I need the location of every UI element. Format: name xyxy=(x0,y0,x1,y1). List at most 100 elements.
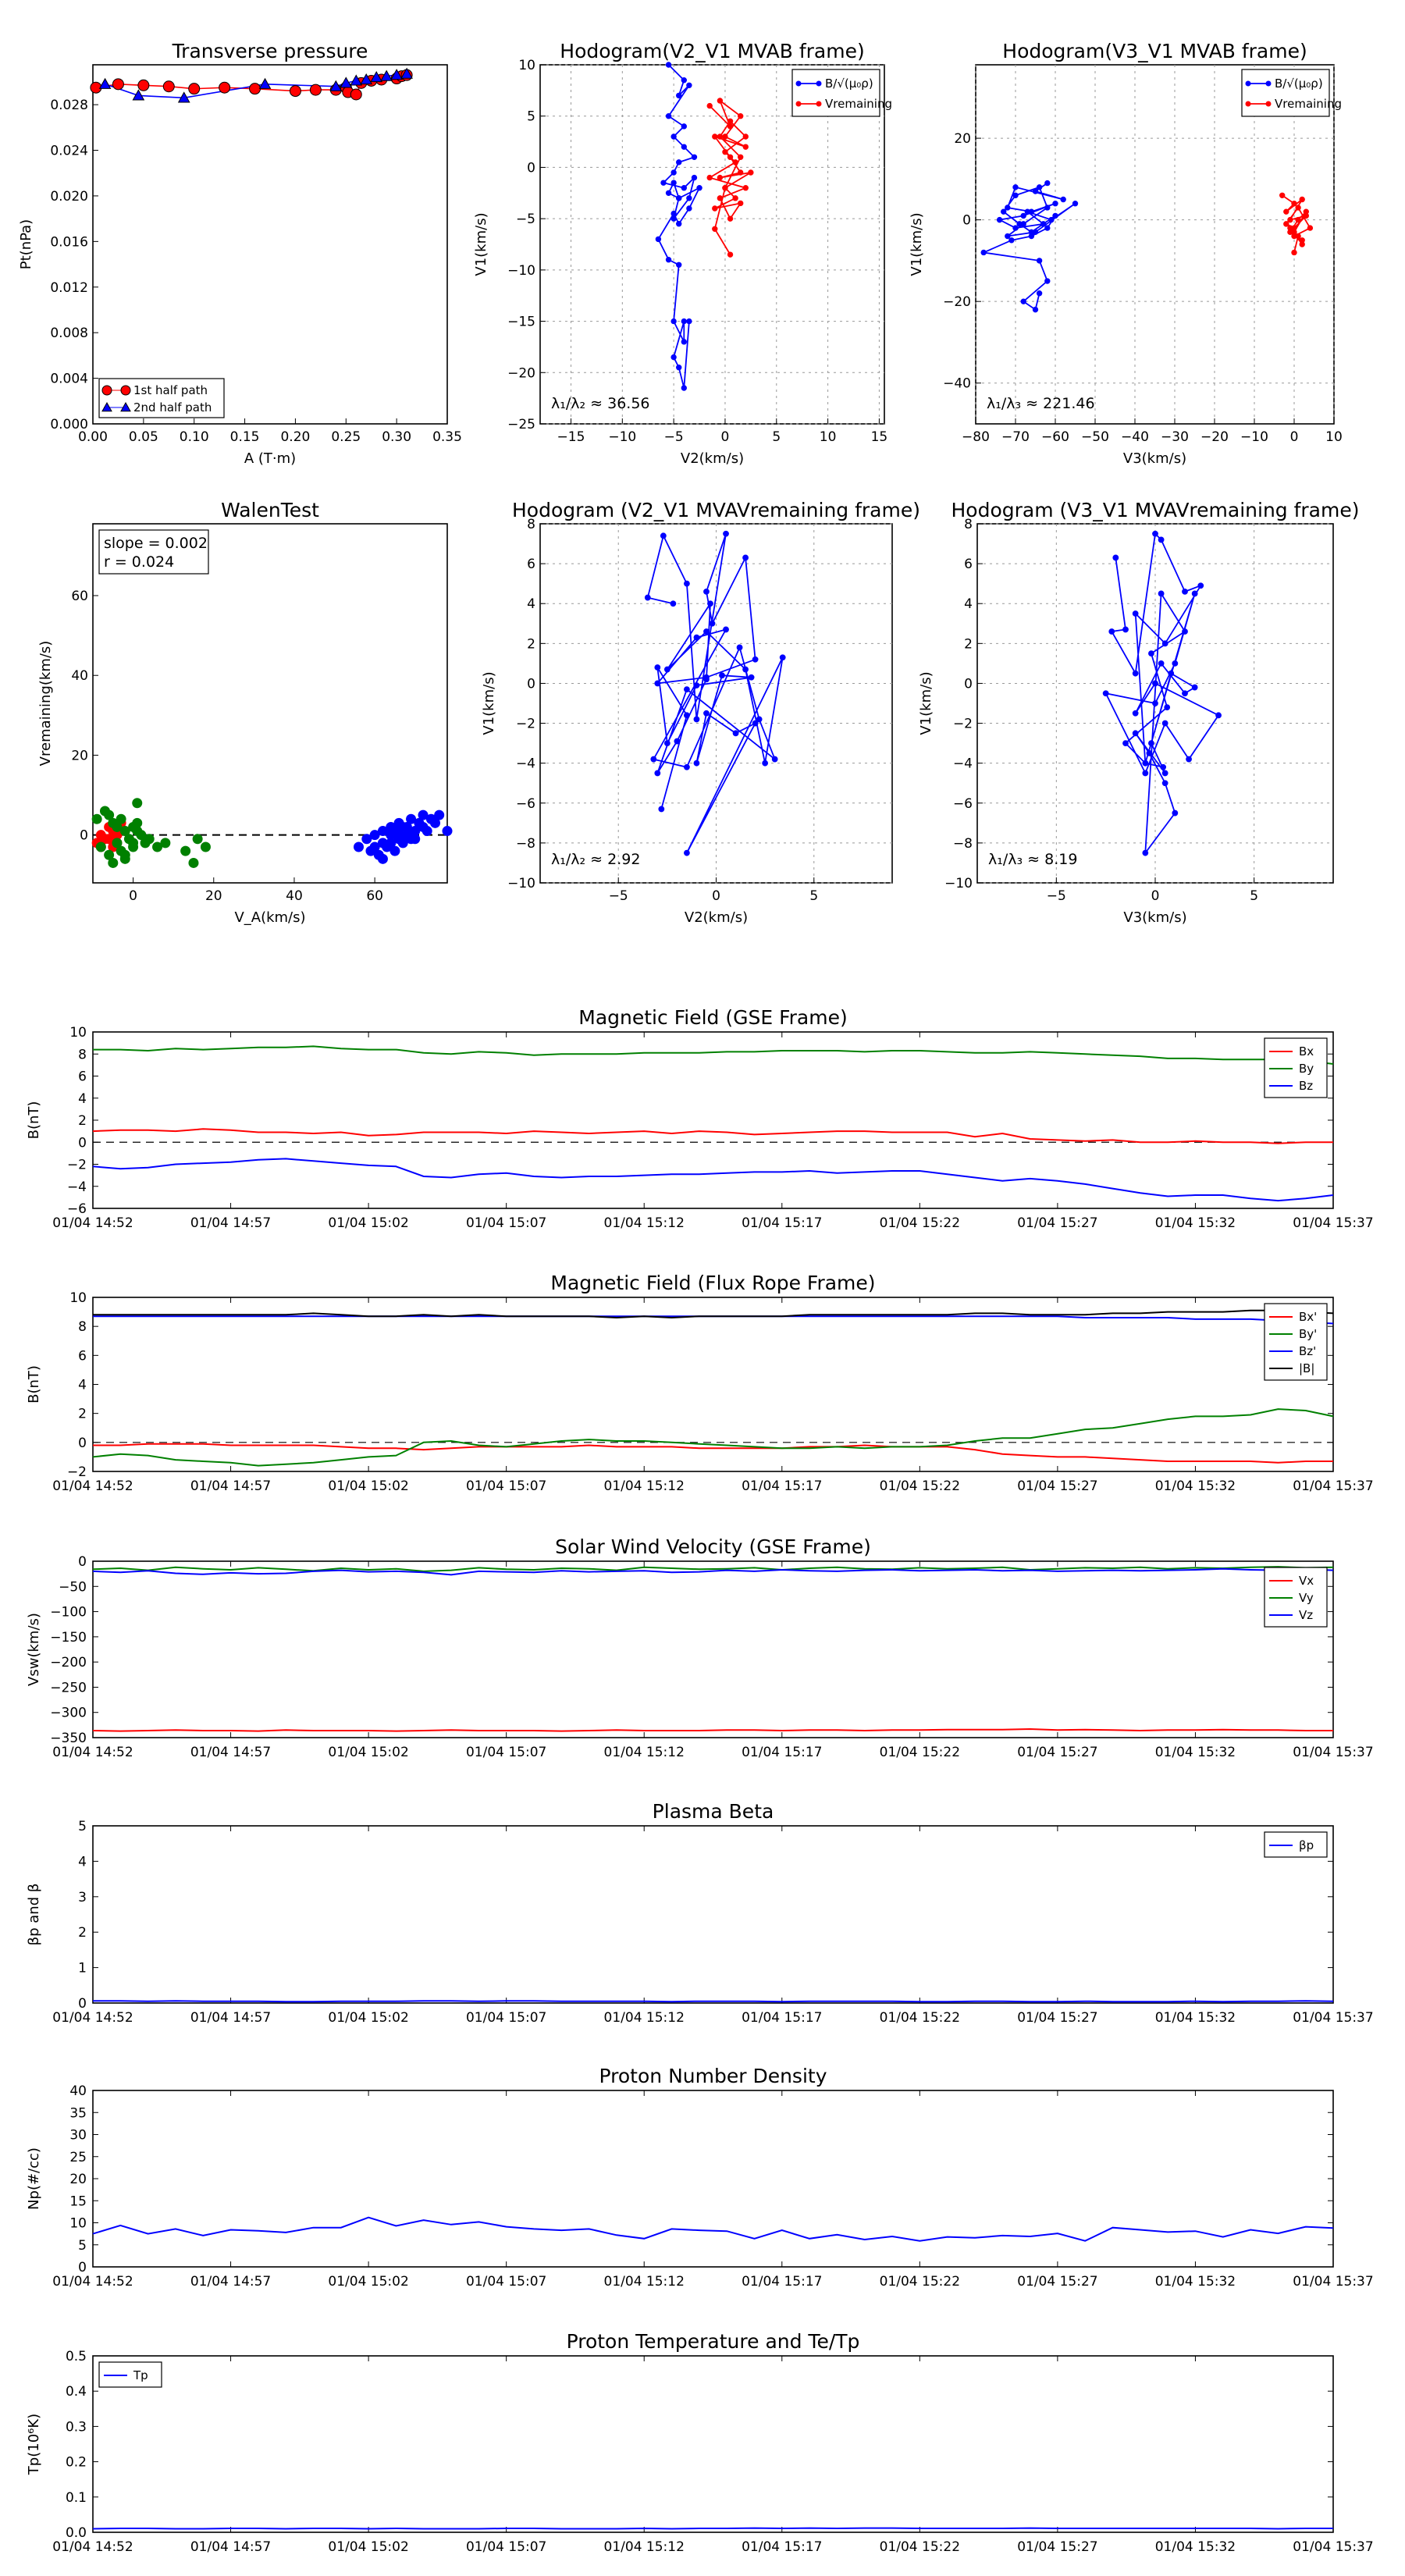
h3-series-point xyxy=(654,664,661,671)
h3-ytick-label: 2 xyxy=(527,636,535,652)
h4-series-point xyxy=(1122,740,1129,747)
h2-series-0-point xyxy=(980,249,987,256)
h3-ytick-label: 0 xyxy=(527,676,535,692)
ts1-xtick-label: 01/04 14:57 xyxy=(190,1215,271,1231)
h4-series-point xyxy=(1122,626,1129,633)
h1-ytick-label: −10 xyxy=(507,263,535,279)
h1-legend-marker xyxy=(816,101,822,107)
h2-series-0-point xyxy=(1001,208,1007,215)
h2-title: Hodogram(V3_V1 MVAB frame) xyxy=(1002,40,1307,62)
wt-point-green xyxy=(108,857,119,868)
ts2-series-0-line xyxy=(93,1443,1333,1464)
wt-point-green xyxy=(104,849,115,860)
ts2-ylabel: B(nT) xyxy=(26,1365,42,1404)
h2-frame xyxy=(975,64,1335,425)
ts3-xtick-label: 01/04 15:07 xyxy=(466,1745,546,1760)
h3-series-point xyxy=(742,554,749,561)
wt-point-blue xyxy=(422,826,432,837)
tp-xtick-label: 0.10 xyxy=(180,429,209,445)
h1-series-1-point xyxy=(717,133,724,140)
ts4-xtick-label: 01/04 15:32 xyxy=(1155,2010,1236,2026)
wt-point-green xyxy=(104,809,115,820)
h1-series-0-point xyxy=(686,195,692,201)
ts1-xtick-label: 01/04 15:27 xyxy=(1017,1215,1097,1231)
tp-point-triangle xyxy=(380,69,393,81)
h1-series-0-point xyxy=(655,236,662,243)
h1-series-1-point xyxy=(748,169,754,176)
h2-series-1-point xyxy=(1299,241,1305,247)
h1-xtick-label: −15 xyxy=(557,429,585,445)
ts4-ytick-label: 2 xyxy=(78,1925,87,1941)
ts2-series-3-line xyxy=(93,1309,1334,1319)
tp-point-circle xyxy=(350,88,362,101)
h2-ytick-label: 20 xyxy=(954,131,971,147)
h1-series-0-point xyxy=(660,180,667,186)
wt-point-green xyxy=(192,834,203,845)
wt-point-red xyxy=(95,830,106,841)
ts5-xtick-label: 01/04 15:27 xyxy=(1017,2274,1097,2290)
h3-series-point xyxy=(663,666,670,673)
ts4-ylabel: βp and β xyxy=(26,1884,42,1946)
h2-series-1-point xyxy=(1279,192,1286,198)
h1-series-1-point xyxy=(738,200,744,207)
h3-series-point xyxy=(752,656,759,663)
ts5-ytick-label: 10 xyxy=(69,2216,87,2232)
h1-series-1-point xyxy=(727,215,734,222)
h3-series-point xyxy=(654,680,661,687)
h4-series-point xyxy=(1152,680,1158,687)
h2-series-1-point xyxy=(1303,208,1310,215)
ts1-ylabel: B(nT) xyxy=(26,1101,42,1140)
tp-point-triangle xyxy=(329,80,343,91)
h1-series-1-point xyxy=(712,226,718,232)
wt-point-blue xyxy=(397,821,408,832)
h4-ytick-label: 2 xyxy=(964,636,973,652)
ts5-series-0-line xyxy=(92,2216,1334,2242)
ts5-ytick-label: 25 xyxy=(69,2150,87,2165)
h2-series-1-point xyxy=(1295,233,1301,240)
wt-ytick-label: 40 xyxy=(71,668,88,684)
ts2-legend-label: Bx' xyxy=(1299,1310,1317,1324)
ts5-xtick-label: 01/04 15:07 xyxy=(466,2274,546,2290)
h2-series-1-point xyxy=(1283,221,1289,227)
ts3-series-0-line xyxy=(92,1727,1333,1732)
h1-ylabel: V1(km/s) xyxy=(473,212,489,276)
h1-xtick-label: 5 xyxy=(772,429,781,445)
h4-series-point xyxy=(1215,712,1222,719)
ts5-xtick-label: 01/04 14:52 xyxy=(52,2274,133,2290)
h1-series-1-point xyxy=(742,185,749,191)
ts1-xtick-label: 01/04 14:52 xyxy=(52,1215,133,1231)
h4-ytick-label: 4 xyxy=(964,596,973,612)
ts4-ytick-label: 1 xyxy=(78,1961,87,1976)
ts1-xtick-label: 01/04 15:12 xyxy=(604,1215,685,1231)
h4-series-point xyxy=(1108,628,1115,635)
tp-ytick-label: 0.020 xyxy=(50,189,88,205)
h2-series-0-point xyxy=(1012,184,1019,190)
h4-series-point xyxy=(1112,554,1119,561)
h3-series-point xyxy=(670,600,677,607)
ts2-xtick-label: 01/04 15:32 xyxy=(1155,1478,1236,1494)
h4-series-point xyxy=(1132,670,1139,677)
ts3-legend-label: Vx xyxy=(1299,1574,1314,1588)
h1-series-1-point xyxy=(732,195,738,201)
h3-xtick-label: 5 xyxy=(809,888,818,904)
h2-series-0-point xyxy=(1044,180,1051,187)
h2-series-1-point xyxy=(1295,205,1301,211)
h1-series-0-point xyxy=(681,385,687,391)
h3-ytick-label: −8 xyxy=(516,836,535,852)
h1-series-0-point xyxy=(681,77,687,84)
h1-series-1-point xyxy=(706,102,713,109)
tp-ytick-label: 0.024 xyxy=(50,144,88,159)
h1-series-0-point xyxy=(665,113,672,119)
ts2-series-1-line xyxy=(92,1408,1334,1467)
wt-ytick-label: 0 xyxy=(80,828,88,844)
h2-series-1-point xyxy=(1291,249,1297,256)
h2-series-0-point xyxy=(1028,233,1035,240)
ts3-xtick-label: 01/04 14:52 xyxy=(52,1745,133,1760)
h3-eigen-ratio: λ₁/λ₂ ≈ 2.92 xyxy=(551,851,640,868)
ts6-xtick-label: 01/04 15:37 xyxy=(1293,2539,1373,2555)
tp-point-circle xyxy=(249,83,261,95)
h3-title: Hodogram (V2_V1 MVAVremaining frame) xyxy=(512,499,920,521)
wt-point-blue xyxy=(389,845,400,856)
wt-slope-label: slope = 0.002 xyxy=(104,535,208,552)
ts3-ytick-label: −200 xyxy=(50,1655,87,1670)
